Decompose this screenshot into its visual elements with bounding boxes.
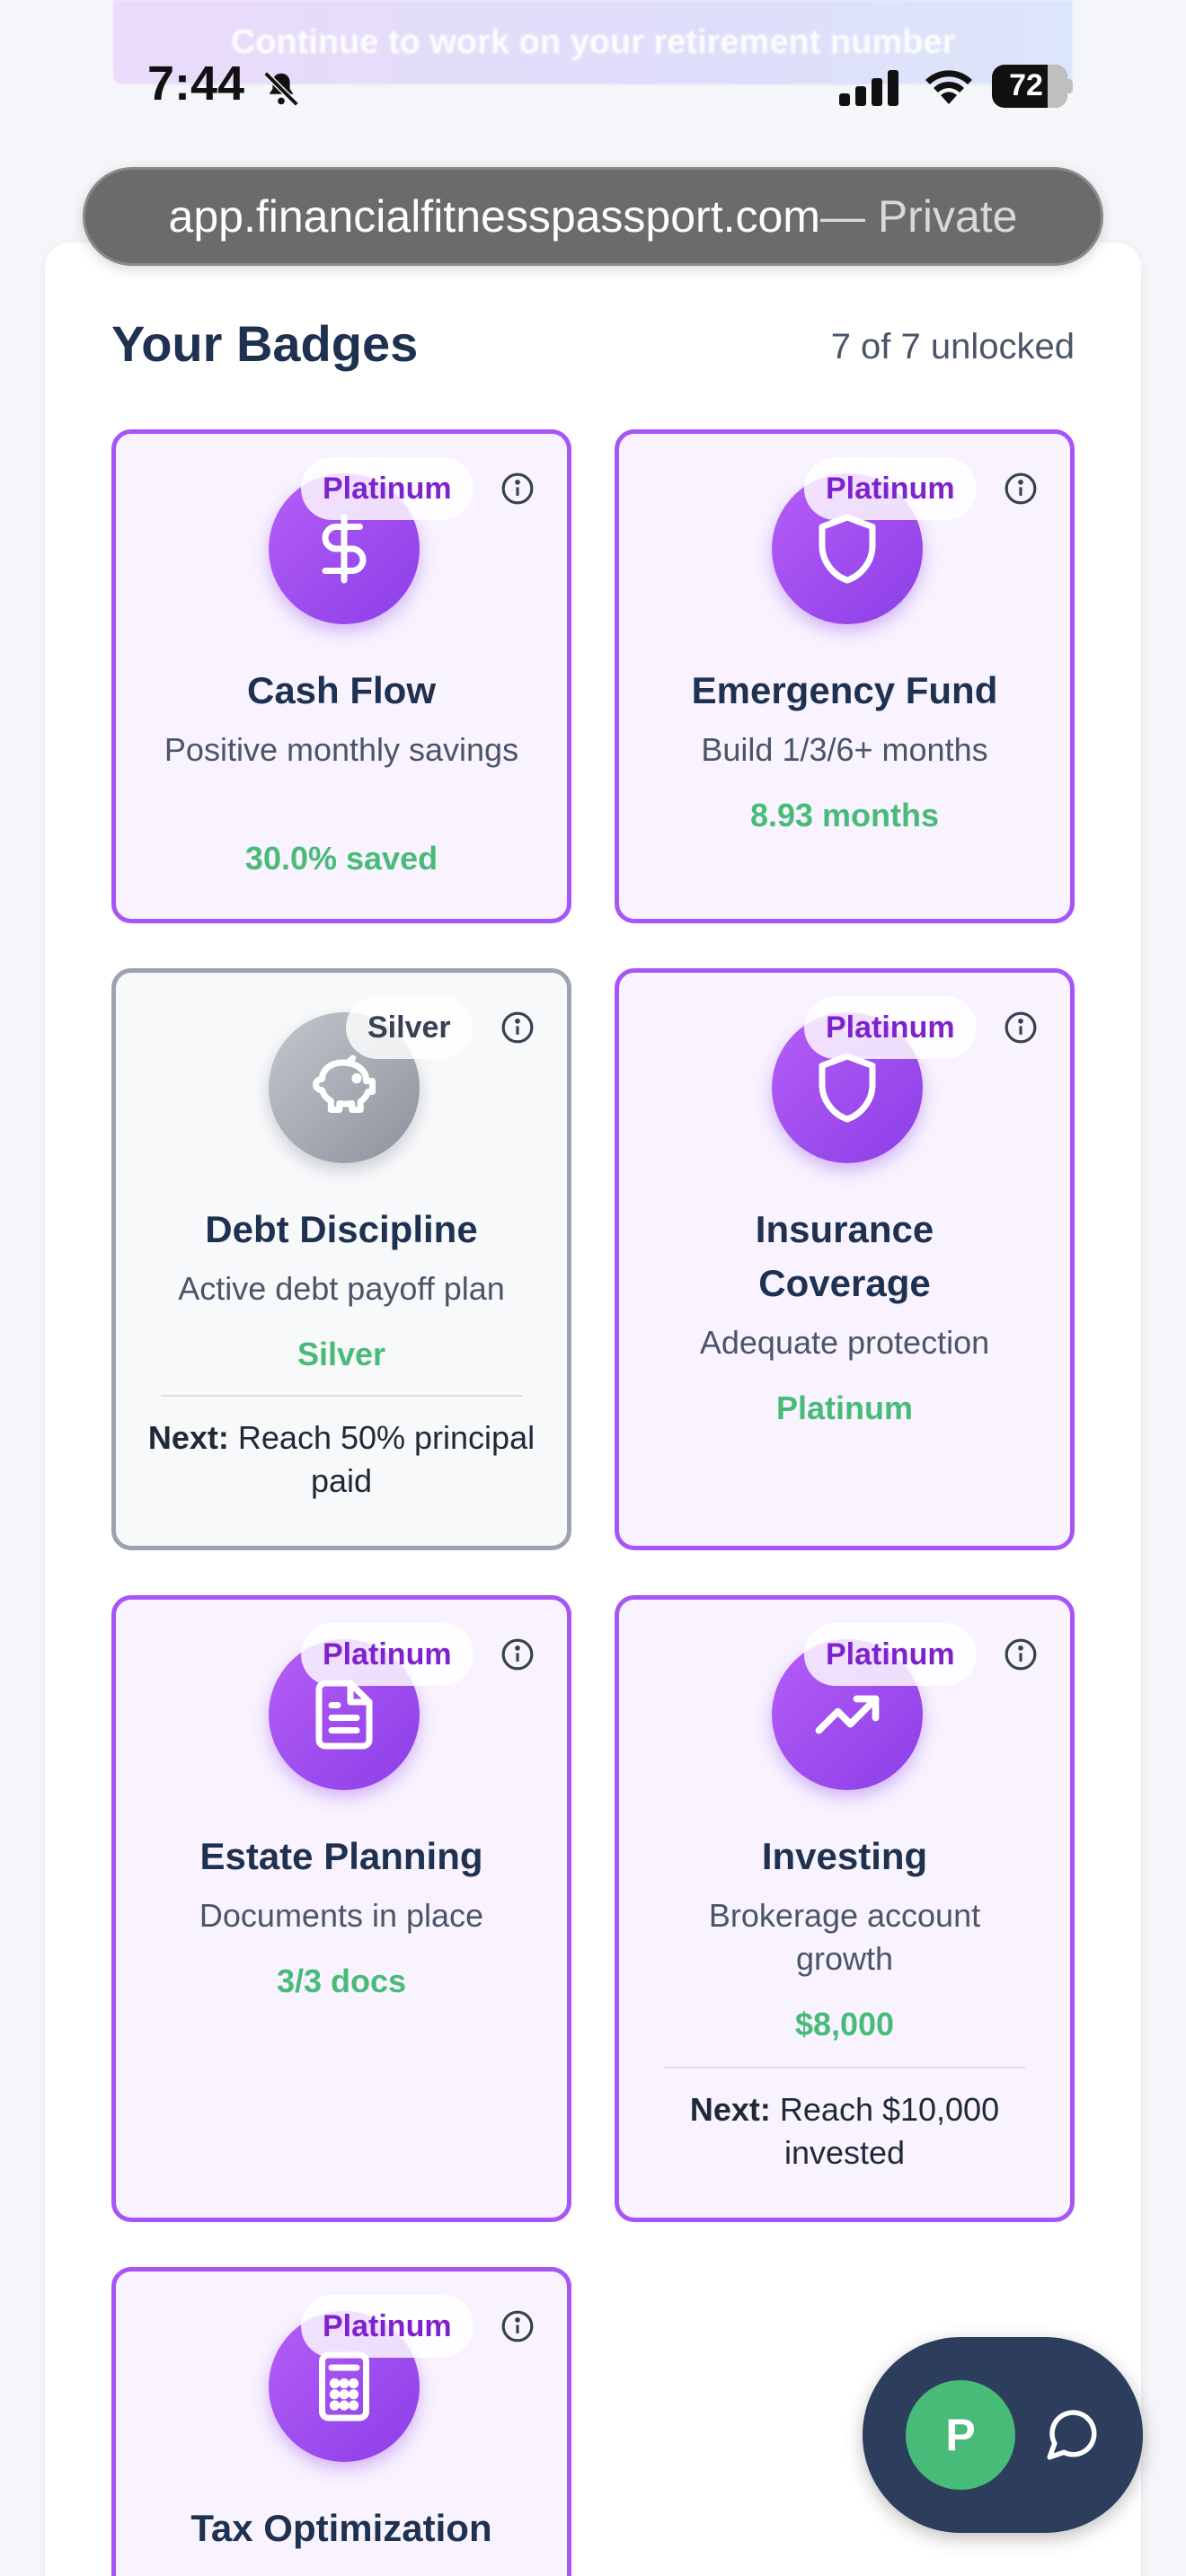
badge-name: Tax Optimization: [190, 2507, 492, 2549]
badge-metric: Silver: [296, 1336, 386, 1372]
info-icon[interactable]: [1004, 1637, 1038, 1672]
badge-name: Cash Flow: [246, 669, 437, 711]
signal-icon: [839, 70, 898, 106]
status-time: 7:44: [147, 57, 245, 110]
badge-name: Insurance Coverage: [755, 1208, 934, 1304]
address-bar[interactable]: app.financialfitnesspassport.com — Priva…: [83, 167, 1103, 266]
status-bar: 7:44 72: [0, 47, 1186, 119]
piggy-bank-icon: [313, 1054, 376, 1113]
battery-indicator: 72: [992, 65, 1073, 108]
wifi-icon: [925, 70, 972, 104]
info-icon[interactable]: [500, 2309, 535, 2343]
tier-badge: Platinum: [301, 2295, 474, 2358]
badge-cash-flow[interactable]: Platinum Cash Flow Positive monthly savi…: [111, 429, 571, 923]
tier-badge: Platinum: [804, 1623, 977, 1686]
info-icon[interactable]: [500, 1010, 535, 1045]
next-label: Next:: [689, 2091, 771, 2128]
tier-badge: Platinum: [804, 996, 977, 1059]
info-icon[interactable]: [1004, 1010, 1038, 1045]
badge-description: Documents in place: [199, 1897, 484, 1934]
badge-metric: $8,000: [794, 2006, 895, 2042]
badge-description: Build 1/3/6+ months: [701, 731, 988, 768]
tier-badge: Platinum: [301, 1623, 474, 1686]
badge-insurance-coverage[interactable]: Platinum Insurance Coverage Adequate pro…: [615, 968, 1075, 1550]
url-text: app.financialfitnesspassport.com: [168, 191, 820, 242]
badge-description: Positive monthly savings: [164, 731, 519, 768]
document-icon: [315, 1680, 373, 1750]
badge-emergency-fund[interactable]: Platinum Emergency Fund Build 1/3/6+ mon…: [615, 429, 1075, 923]
next-label: Next:: [147, 1419, 229, 1456]
badge-next-goal: Next: Reach $10,000 invested: [646, 2088, 1043, 2175]
section-title: Your Badges: [111, 315, 419, 372]
next-text: Reach $10,000 invested: [770, 2091, 1000, 2171]
next-text: Reach 50% principal paid: [228, 1419, 535, 1499]
chat-widget-button[interactable]: P: [863, 2337, 1143, 2533]
chat-bubble-icon[interactable]: [1042, 2405, 1102, 2465]
badge-metric: 3/3 docs: [276, 1963, 407, 1999]
badges-unlocked-count: 7 of 7 unlocked: [830, 327, 1075, 366]
badge-name: Investing: [761, 1835, 928, 1877]
badge-tax-optimization[interactable]: Platinum Tax Optimization: [111, 2267, 571, 2576]
retirement-banner[interactable]: Continue to work on your retirement numb…: [113, 0, 1073, 84]
badge-name: Estate Planning: [199, 1835, 483, 1877]
tier-badge: Silver: [346, 996, 473, 1059]
dollar-icon: [322, 514, 367, 584]
badge-metric: 30.0% saved: [244, 840, 438, 877]
badge-description: Brokerage account growth: [708, 1897, 981, 1977]
private-mode-label: — Private: [819, 191, 1018, 242]
badge-name: Emergency Fund: [691, 669, 998, 711]
calculator-icon: [319, 2351, 369, 2422]
trending-up-icon: [815, 1695, 880, 1734]
badge-divider: [161, 1395, 522, 1397]
badge-metric: Platinum: [775, 1389, 913, 1426]
avatar[interactable]: P: [906, 2380, 1015, 2490]
tier-badge: Platinum: [804, 457, 977, 520]
info-icon[interactable]: [500, 1637, 535, 1672]
bell-off-icon: [263, 71, 299, 107]
badge-description: Active debt payoff plan: [178, 1270, 505, 1307]
badge-investing[interactable]: Platinum Investing Brokerage account gro…: [615, 1595, 1075, 2222]
badge-next-goal: Next: Reach 50% principal paid: [143, 1416, 540, 1503]
shield-icon: [819, 514, 876, 584]
badge-name: Debt Discipline: [205, 1208, 478, 1250]
battery-level: 72: [1009, 68, 1043, 102]
badge-description: Adequate protection: [699, 1324, 990, 1361]
badge-estate-planning[interactable]: Platinum Estate Planning Documents in pl…: [111, 1595, 571, 2222]
tier-badge: Platinum: [301, 457, 474, 520]
shield-icon: [819, 1053, 876, 1123]
badge-debt-discipline[interactable]: Silver Debt Discipline Active debt payof…: [111, 968, 571, 1550]
info-icon[interactable]: [500, 472, 535, 506]
info-icon[interactable]: [1004, 472, 1038, 506]
banner-text: Continue to work on your retirement numb…: [230, 22, 956, 61]
badge-divider: [664, 2067, 1025, 2069]
badge-metric: 8.93 months: [749, 797, 940, 834]
